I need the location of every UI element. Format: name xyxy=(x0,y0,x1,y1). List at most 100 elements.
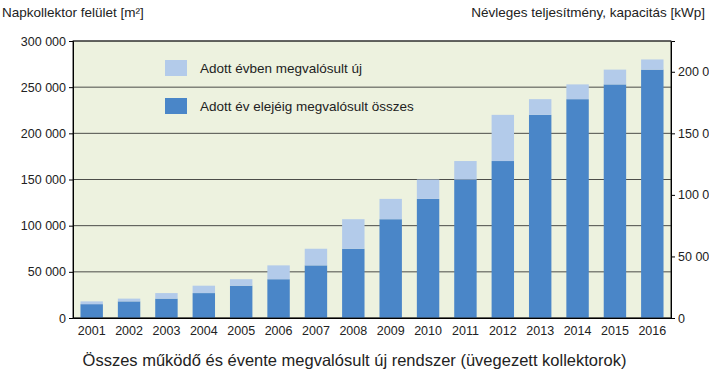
y-axis-title: Napkollektor felület [m²] xyxy=(2,5,144,20)
bar xyxy=(379,199,401,219)
tick: 200 000 xyxy=(21,127,73,141)
y2-axis-title: Névleges teljesítmény, kapacitás [kWp] xyxy=(471,5,705,20)
tick: 50 000 xyxy=(28,265,73,279)
bar xyxy=(379,219,401,318)
bar xyxy=(604,70,626,85)
tick-mark xyxy=(69,41,73,42)
tick: 2007 xyxy=(302,324,330,338)
tick-mark xyxy=(69,318,73,319)
legend-swatch xyxy=(165,60,187,76)
bar xyxy=(342,219,364,249)
plot: 0 50 000 100 000 150 000 200 000 250 000 300 0… xyxy=(21,35,709,338)
tick-label: 2001 xyxy=(78,324,106,338)
tick: 2009 xyxy=(377,324,405,338)
bar xyxy=(529,115,551,318)
bar xyxy=(267,265,289,279)
tick-mark xyxy=(671,195,675,196)
tick-mark xyxy=(69,87,73,88)
tick-label: 2012 xyxy=(489,324,517,338)
tick-label: 2016 xyxy=(638,324,666,338)
tick-label: 300 000 xyxy=(21,35,66,49)
tick-label: 2007 xyxy=(302,324,330,338)
tick: 2011 xyxy=(452,324,479,338)
bar xyxy=(155,293,177,299)
tick: 2002 xyxy=(115,324,143,338)
bar xyxy=(492,115,514,161)
tick-label: 100 000 xyxy=(21,219,66,233)
tick-label: 200 000 xyxy=(21,127,66,141)
bar xyxy=(305,265,327,318)
tick-label: 150 000 xyxy=(21,173,66,187)
tick-label: 2015 xyxy=(601,324,629,338)
tick: 2014 xyxy=(564,324,592,338)
axis-line xyxy=(69,42,74,319)
tick: 2001 xyxy=(78,324,106,338)
tick: 2012 xyxy=(489,324,517,338)
tick-label: 2008 xyxy=(339,324,367,338)
tick-label: 2003 xyxy=(153,324,181,338)
tick: 2003 xyxy=(153,324,181,338)
tick: 300 000 xyxy=(21,35,73,49)
grid xyxy=(73,41,671,318)
tick-mark xyxy=(69,133,73,134)
bar xyxy=(193,286,215,293)
bar xyxy=(305,249,327,266)
tick: 100 000 xyxy=(671,188,709,202)
tick: 250 000 xyxy=(21,81,73,95)
tick-label: 2004 xyxy=(190,324,218,338)
bar xyxy=(230,279,252,285)
plot-background xyxy=(73,41,671,318)
bar xyxy=(118,301,140,318)
tick-label: 2005 xyxy=(227,324,255,338)
series xyxy=(80,59,663,304)
tick-mark xyxy=(671,72,675,73)
bar xyxy=(80,301,102,304)
bar xyxy=(118,299,140,302)
x-axis: 2001200220032004200520062007200820092010… xyxy=(74,319,672,338)
tick-label: 50 000 xyxy=(678,250,709,264)
tick: 2008 xyxy=(339,324,367,338)
bar xyxy=(641,70,663,318)
bars xyxy=(80,59,663,318)
tick-label: 2002 xyxy=(115,324,143,338)
plot-frame xyxy=(73,41,671,318)
bar xyxy=(454,161,476,179)
tick: 0 xyxy=(671,312,685,326)
tick-mark xyxy=(671,133,675,134)
bar xyxy=(193,293,215,318)
tick-label: 2014 xyxy=(564,324,592,338)
tick-mark xyxy=(69,272,73,273)
chart: 0 50 000 100 000 150 000 200 000 250 000 300 0… xyxy=(0,0,709,378)
tick-mark xyxy=(671,256,675,257)
tick-label: 200 000 xyxy=(678,65,709,79)
tick-label: 0 xyxy=(678,312,685,326)
tick: 0 xyxy=(59,312,73,326)
tick-mark xyxy=(69,180,73,181)
legend-item: Adott év elejéig megvalósult összes xyxy=(165,98,414,114)
bar xyxy=(80,304,102,318)
tick: 2013 xyxy=(526,324,554,338)
bar xyxy=(267,279,289,318)
tick-label: 2009 xyxy=(377,324,405,338)
bar xyxy=(417,199,439,318)
tick: 2006 xyxy=(265,324,293,338)
tick-label: 0 xyxy=(59,312,66,326)
axis-line xyxy=(672,42,676,319)
y2-axis: 050 000100 000150 000200 000 xyxy=(671,42,709,326)
bar xyxy=(566,84,588,99)
legend-label: Adott évben megvalósult új xyxy=(200,61,362,76)
axis-line xyxy=(74,318,672,319)
tick: 150 000 xyxy=(21,173,73,187)
bar xyxy=(417,180,439,199)
series xyxy=(80,70,663,318)
tick-label: 2013 xyxy=(526,324,554,338)
tick: 2005 xyxy=(227,324,255,338)
tick: 100 000 xyxy=(21,219,73,233)
tick: 200 000 xyxy=(671,65,709,79)
chart-title: Összes működő és évente megvalósult új r… xyxy=(83,351,627,369)
bar xyxy=(342,249,364,318)
tick-label: 100 000 xyxy=(678,188,709,202)
bar xyxy=(230,286,252,318)
bar xyxy=(641,59,663,69)
tick-label: 50 000 xyxy=(28,265,66,279)
